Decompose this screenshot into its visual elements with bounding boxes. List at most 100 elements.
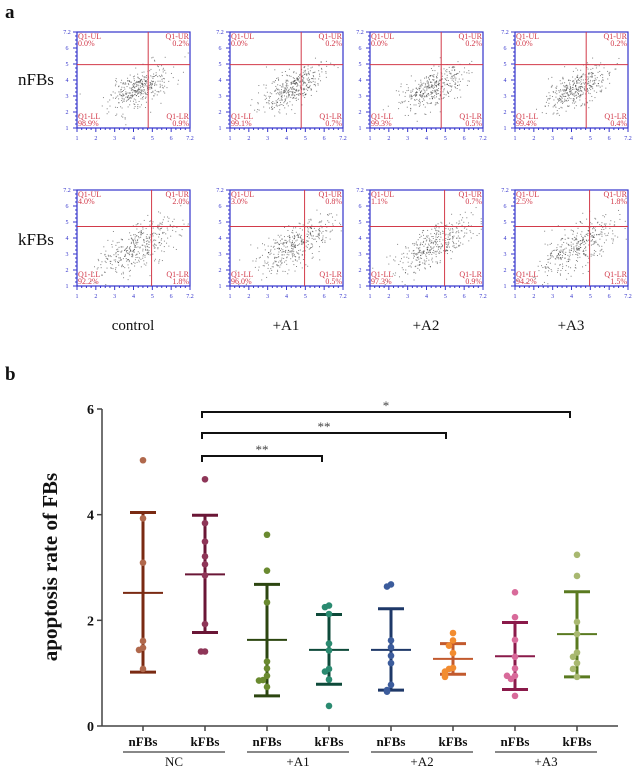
event-dot bbox=[302, 75, 304, 77]
event-dot bbox=[140, 258, 142, 260]
event-dot bbox=[160, 102, 162, 104]
event-dot bbox=[163, 216, 165, 218]
event-dot bbox=[145, 246, 147, 248]
event-dot bbox=[572, 84, 574, 86]
event-dot bbox=[580, 233, 582, 235]
event-dot bbox=[283, 251, 285, 253]
event-dot bbox=[304, 71, 306, 73]
event-dot bbox=[428, 243, 430, 245]
event-dot bbox=[436, 246, 438, 248]
event-dot bbox=[592, 67, 594, 69]
event-dot bbox=[145, 82, 147, 84]
event-dot bbox=[432, 243, 434, 245]
event-dot bbox=[131, 253, 133, 255]
event-dot bbox=[119, 91, 121, 93]
event-dot bbox=[591, 239, 593, 241]
event-dot bbox=[140, 86, 142, 88]
event-dot bbox=[580, 81, 582, 83]
event-dot bbox=[134, 246, 136, 248]
event-dot bbox=[430, 233, 432, 235]
event-dot bbox=[582, 241, 584, 243]
event-dot bbox=[134, 238, 136, 240]
x-tick-label: 1 bbox=[229, 294, 232, 300]
quadrant-value-lr: 0.9% bbox=[172, 119, 189, 128]
event-dot bbox=[132, 86, 134, 88]
event-dot bbox=[156, 91, 158, 93]
event-dot bbox=[464, 67, 466, 69]
event-dot bbox=[120, 82, 122, 84]
event-dot bbox=[155, 74, 157, 76]
event-dot bbox=[142, 248, 144, 250]
y-tick-label: 5 bbox=[359, 62, 362, 68]
event-dot bbox=[170, 235, 172, 237]
event-dot bbox=[329, 231, 331, 233]
event-dot bbox=[593, 252, 595, 254]
event-dot bbox=[543, 281, 545, 283]
event-dot bbox=[134, 90, 136, 92]
event-dot bbox=[294, 245, 296, 247]
event-dot bbox=[570, 275, 572, 277]
event-dot bbox=[125, 91, 127, 93]
event-dot bbox=[332, 223, 334, 225]
event-dot bbox=[566, 92, 568, 94]
event-dot bbox=[604, 224, 606, 226]
event-dot bbox=[320, 80, 322, 82]
event-dot bbox=[291, 244, 293, 246]
event-dot bbox=[135, 90, 137, 92]
event-dot bbox=[282, 251, 284, 253]
event-dot bbox=[436, 239, 438, 241]
y-tick-label: 4 bbox=[359, 236, 362, 242]
event-dot bbox=[150, 75, 152, 77]
event-dot bbox=[109, 262, 111, 264]
event-dot bbox=[287, 85, 289, 87]
event-dot bbox=[135, 242, 137, 244]
event-dot bbox=[112, 268, 114, 270]
x-tick-label: 3 bbox=[113, 294, 116, 300]
quadrant-name-ur: Q1-UR bbox=[165, 32, 189, 41]
event-dot bbox=[284, 91, 286, 93]
event-dot bbox=[562, 76, 564, 78]
event-dot bbox=[110, 267, 112, 269]
event-dot bbox=[163, 81, 165, 83]
event-dot bbox=[579, 96, 581, 98]
event-dot bbox=[582, 212, 584, 214]
event-dot bbox=[121, 107, 123, 109]
event-dot bbox=[416, 88, 418, 90]
event-dot bbox=[105, 257, 107, 259]
event-dot bbox=[588, 244, 590, 246]
event-dot bbox=[419, 91, 421, 93]
event-dot bbox=[268, 237, 270, 239]
event-dot bbox=[137, 81, 139, 83]
event-dot bbox=[560, 90, 562, 92]
event-dot bbox=[452, 67, 454, 69]
row-label-nfbs: nFBs bbox=[18, 70, 54, 89]
event-dot bbox=[576, 251, 578, 253]
event-dot bbox=[115, 255, 117, 257]
series-nfbs-0 bbox=[123, 456, 163, 674]
event-dot bbox=[307, 231, 309, 233]
event-dot bbox=[129, 96, 131, 98]
event-dot bbox=[175, 231, 177, 233]
event-dot bbox=[446, 71, 448, 73]
event-dot bbox=[135, 99, 137, 101]
event-dot bbox=[284, 98, 286, 100]
event-dot bbox=[447, 236, 449, 238]
event-dot bbox=[577, 69, 579, 71]
event-dot bbox=[580, 83, 582, 85]
event-dot bbox=[582, 266, 584, 268]
event-dot bbox=[133, 242, 135, 244]
event-dot bbox=[311, 224, 313, 226]
event-dot bbox=[598, 80, 600, 82]
event-dot bbox=[118, 257, 120, 259]
event-dot bbox=[429, 250, 431, 252]
event-dot bbox=[426, 85, 428, 87]
event-dot bbox=[424, 261, 426, 263]
event-dot bbox=[162, 86, 164, 88]
event-dot bbox=[576, 254, 578, 256]
event-dot bbox=[273, 262, 275, 264]
event-dot bbox=[452, 245, 454, 247]
event-dot bbox=[144, 80, 146, 82]
event-dot bbox=[419, 250, 421, 252]
event-dot bbox=[447, 243, 449, 245]
